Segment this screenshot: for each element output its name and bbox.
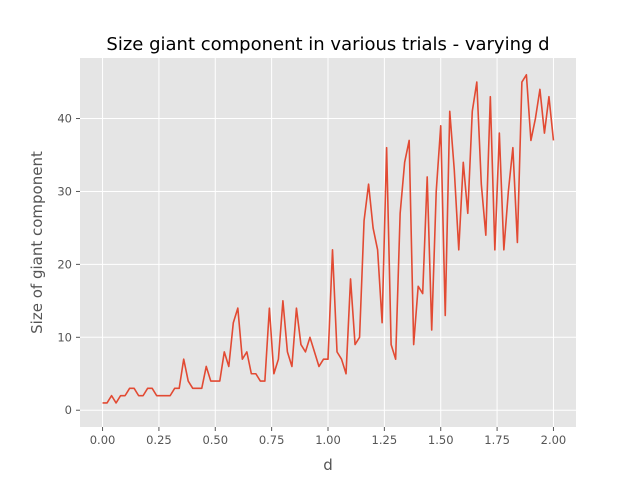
y-tick-label: 30 [57,184,72,198]
chart-title: Size giant component in various trials -… [106,34,549,55]
data-series [102,73,555,404]
x-tick-label: 1.00 [315,433,341,447]
y-tick-label: 40 [57,112,72,126]
x-tick-label: 1.25 [372,433,398,447]
x-tick-label: 1.75 [484,433,510,447]
series-line [102,73,555,404]
y-tick-label: 20 [57,257,72,271]
grid-lines [80,58,576,427]
x-tick-label: 0.25 [146,433,172,447]
y-tick-label: 0 [65,403,72,417]
y-tick-label: 10 [57,330,72,344]
axis-ticks: 0.00 0.25 0.50 0.75 1.00 1.25 1.50 1.75 2.00 0 10 2… [57,112,566,447]
x-axis-label: d [323,456,333,474]
x-tick-label: 0.00 [90,433,116,447]
x-tick-label: 2.00 [541,433,567,447]
x-tick-label: 0.75 [259,433,285,447]
x-tick-label: 1.50 [428,433,454,447]
x-tick-label: 0.50 [202,433,228,447]
y-axis-label: Size of giant component [28,151,46,334]
